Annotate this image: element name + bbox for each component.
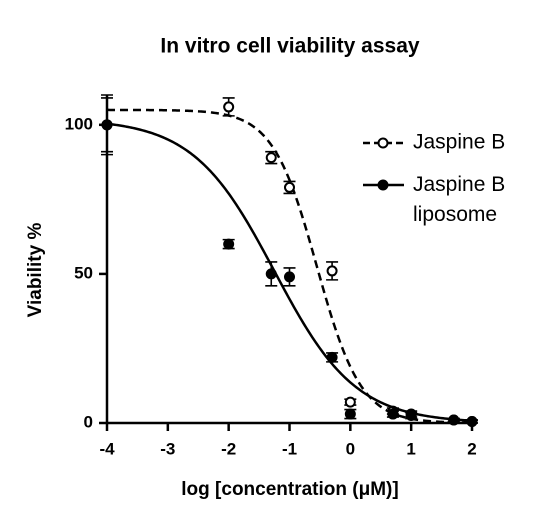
data-point <box>265 268 277 280</box>
data-point <box>223 238 235 250</box>
data-point <box>326 351 338 363</box>
x-tick-label: -1 <box>282 439 297 458</box>
x-tick-label: 1 <box>406 439 415 458</box>
legend-label: Jaspine B <box>413 131 505 154</box>
x-tick-label: -4 <box>99 439 115 458</box>
data-point <box>387 408 399 420</box>
x-tick-label: 2 <box>467 439 476 458</box>
y-tick-label: 100 <box>65 114 93 133</box>
legend-marker <box>377 137 389 149</box>
data-point <box>466 416 478 428</box>
data-point <box>284 271 295 283</box>
data-point <box>344 396 356 408</box>
x-axis-title: log [concentration (μM)] <box>181 479 398 500</box>
y-tick-label: 50 <box>74 263 93 282</box>
chart-title: In vitro cell viability assay <box>160 35 419 58</box>
data-point <box>223 101 235 113</box>
data-point <box>265 152 277 164</box>
fit-curve <box>107 108 473 423</box>
data-point <box>405 410 417 422</box>
y-axis-title: Viability % <box>25 223 46 318</box>
x-tick-label: -2 <box>221 439 236 458</box>
x-tick-label: 0 <box>346 439 355 458</box>
legend-marker <box>377 179 389 191</box>
data-point <box>101 119 113 131</box>
data-point <box>326 265 338 277</box>
y-tick-label: 0 <box>84 412 93 431</box>
data-point <box>284 181 295 193</box>
data-point <box>344 408 356 420</box>
data-point <box>448 414 460 426</box>
x-tick-label: -3 <box>160 439 175 458</box>
curve-group <box>107 108 473 423</box>
